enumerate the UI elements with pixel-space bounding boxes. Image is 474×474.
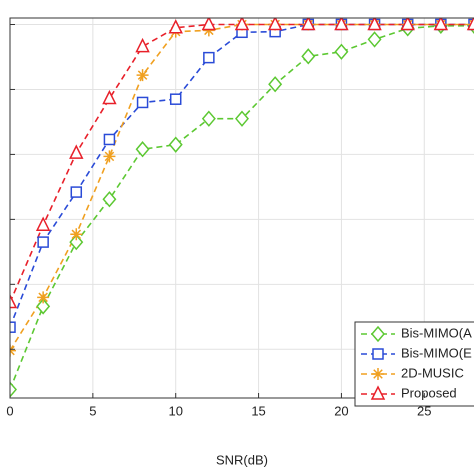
plot-frame [9, 17, 474, 399]
marker-diamond [235, 110, 249, 127]
marker-diamond [268, 76, 283, 93]
marker-triangle [400, 18, 415, 31]
marker-triangle [334, 18, 349, 31]
legend-label: Proposed [401, 385, 457, 400]
marker-triangle [301, 18, 316, 31]
marker-triangle [102, 89, 117, 105]
legend-label: Bis-MIMO(A [401, 325, 472, 340]
marker-triangle [10, 293, 18, 309]
marker-square [169, 93, 182, 105]
marker-triangle [234, 18, 250, 31]
marker-triangle [135, 37, 150, 53]
x-tick-label: 15 [251, 403, 265, 418]
x-tick-label: 5 [89, 403, 96, 418]
marker-diamond [10, 381, 17, 398]
marker-square [372, 348, 384, 360]
marker-triangle [433, 18, 449, 31]
marker-square [103, 133, 116, 146]
marker-diamond [334, 43, 349, 60]
legend-label: 2D-MUSIC [401, 365, 464, 380]
marker-diamond [301, 48, 316, 65]
marker-diamond [371, 325, 385, 343]
x-tick-label: 0 [6, 403, 13, 418]
marker-triangle [35, 216, 51, 231]
marker-star [37, 291, 50, 304]
marker-diamond [69, 233, 84, 251]
marker-star [103, 150, 116, 163]
x-tick-label: 25 [417, 403, 431, 418]
grid [9, 18, 474, 398]
marker-triangle [466, 18, 474, 31]
marker-diamond [102, 191, 117, 208]
marker-star [202, 24, 215, 37]
marker-triangle [201, 18, 217, 31]
marker-star [372, 368, 384, 380]
marker-triangle [168, 19, 183, 34]
marker-square [136, 96, 149, 109]
marker-square [70, 186, 83, 198]
x-tick-label: 10 [168, 403, 182, 418]
marker-square [37, 236, 49, 248]
marker-diamond [135, 141, 150, 158]
marker-diamond [168, 136, 183, 153]
x-tick-label: 20 [334, 403, 348, 418]
marker-triangle [370, 385, 386, 400]
series-line [10, 23, 474, 352]
legend: Bis-MIMO(A Bis-MIMO(E 2D-MUSIC Proposed [354, 321, 474, 407]
x-axis-label: SNR(dB) [216, 452, 268, 467]
marker-triangle [69, 144, 84, 159]
data [10, 18, 474, 398]
marker-diamond [36, 298, 51, 315]
marker-square [10, 321, 16, 333]
marker-star [70, 228, 83, 241]
marker-triangle [267, 18, 283, 31]
marker-diamond [201, 110, 216, 127]
legend-label: Bis-MIMO(E [401, 345, 472, 360]
marker-square [203, 51, 215, 64]
marker-diamond [367, 31, 382, 48]
marker-triangle [367, 18, 382, 31]
marker-star [136, 69, 149, 82]
